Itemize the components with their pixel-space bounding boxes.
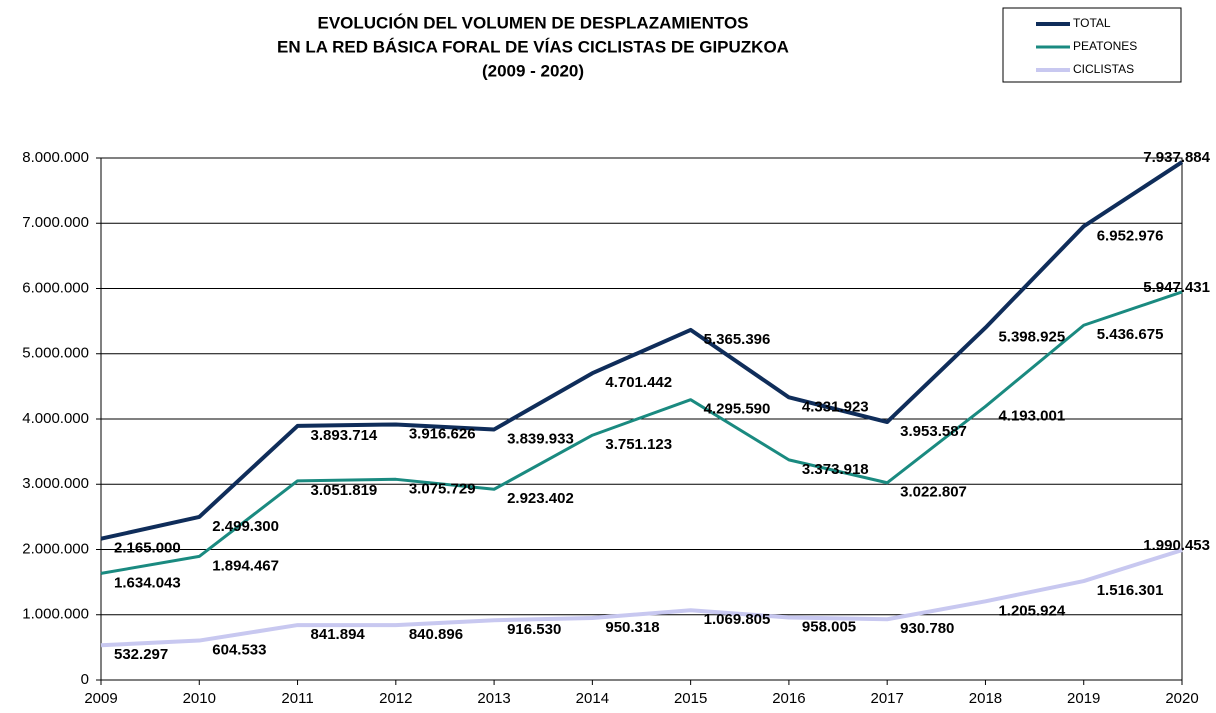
value-label: 840.896 bbox=[409, 626, 463, 643]
value-label: 604.533 bbox=[212, 642, 266, 659]
y-tick-label: 2.000.000 bbox=[22, 540, 89, 557]
value-label: 1.205.924 bbox=[998, 602, 1065, 619]
series-line bbox=[100, 160, 1184, 541]
series-line bbox=[100, 290, 1183, 575]
value-label: 2.499.300 bbox=[212, 518, 279, 535]
value-label: 7.937.884 bbox=[1143, 149, 1210, 166]
value-label: 1.516.301 bbox=[1097, 582, 1164, 599]
value-label: 4.193.001 bbox=[998, 407, 1065, 424]
x-tick-label: 2015 bbox=[674, 690, 707, 707]
value-label: 950.318 bbox=[605, 619, 659, 636]
value-label: 3.893.714 bbox=[311, 427, 378, 444]
value-label: 1.634.043 bbox=[114, 574, 181, 591]
chart-title: EN LA RED BÁSICA FORAL DE VÍAS CICLISTAS… bbox=[277, 37, 789, 56]
legend-box bbox=[1002, 7, 1182, 83]
value-label: 916.530 bbox=[507, 621, 561, 638]
value-label: 4.331.923 bbox=[802, 398, 869, 415]
y-tick-label: 7.000.000 bbox=[22, 214, 89, 231]
value-label: 958.005 bbox=[802, 618, 856, 635]
value-label: 3.751.123 bbox=[605, 436, 672, 453]
chart-title: EVOLUCIÓN DEL VOLUMEN DE DESPLAZAMIENTOS bbox=[317, 13, 748, 32]
value-label: 5.365.396 bbox=[704, 331, 771, 348]
value-label: 930.780 bbox=[900, 620, 954, 637]
y-tick-label: 6.000.000 bbox=[22, 279, 89, 296]
value-label: 1.069.805 bbox=[704, 611, 771, 628]
x-tick-label: 2016 bbox=[772, 690, 805, 707]
legend-label: CICLISTAS bbox=[1073, 62, 1134, 76]
value-label: 532.297 bbox=[114, 646, 168, 663]
legend-label: PEATONES bbox=[1073, 39, 1137, 53]
value-label: 1.990.453 bbox=[1143, 537, 1210, 554]
x-tick-label: 2011 bbox=[281, 690, 313, 707]
y-tick-label: 0 bbox=[81, 671, 89, 688]
value-label: 3.051.819 bbox=[311, 482, 378, 499]
y-tick-label: 4.000.000 bbox=[22, 410, 89, 427]
x-tick-label: 2018 bbox=[969, 690, 1002, 707]
y-tick-label: 8.000.000 bbox=[22, 149, 89, 166]
y-tick-label: 5.000.000 bbox=[22, 345, 89, 362]
value-label: 3.916.626 bbox=[409, 425, 476, 442]
value-label: 5.436.675 bbox=[1097, 326, 1164, 343]
x-tick-label: 2010 bbox=[183, 690, 216, 707]
value-label: 5.947.431 bbox=[1143, 279, 1210, 296]
value-label: 4.701.442 bbox=[605, 374, 672, 391]
value-label: 6.952.976 bbox=[1097, 227, 1164, 244]
series-line bbox=[100, 548, 1183, 648]
value-label: 2.165.000 bbox=[114, 540, 181, 557]
legend-label: TOTAL bbox=[1073, 16, 1111, 30]
value-label: 2.923.402 bbox=[507, 490, 574, 507]
y-tick-label: 3.000.000 bbox=[22, 475, 89, 492]
x-tick-label: 2019 bbox=[1067, 690, 1100, 707]
x-tick-label: 2014 bbox=[576, 690, 609, 707]
value-label: 3.839.933 bbox=[507, 430, 574, 447]
plot-border bbox=[100, 157, 1183, 681]
x-tick-label: 2020 bbox=[1165, 690, 1198, 707]
x-tick-label: 2012 bbox=[379, 690, 412, 707]
x-tick-label: 2009 bbox=[84, 690, 117, 707]
value-label: 4.295.590 bbox=[704, 401, 771, 418]
value-label: 1.894.467 bbox=[212, 557, 279, 574]
value-label: 3.075.729 bbox=[409, 480, 476, 497]
value-label: 3.373.918 bbox=[802, 461, 869, 478]
y-tick-label: 1.000.000 bbox=[22, 606, 89, 623]
chart-title: (2009 - 2020) bbox=[482, 61, 584, 80]
value-label: 841.894 bbox=[311, 626, 366, 643]
x-tick-label: 2013 bbox=[477, 690, 510, 707]
value-label: 3.953.587 bbox=[900, 423, 967, 440]
x-tick-label: 2017 bbox=[870, 690, 903, 707]
value-label: 5.398.925 bbox=[998, 329, 1065, 346]
value-label: 3.022.807 bbox=[900, 484, 967, 501]
